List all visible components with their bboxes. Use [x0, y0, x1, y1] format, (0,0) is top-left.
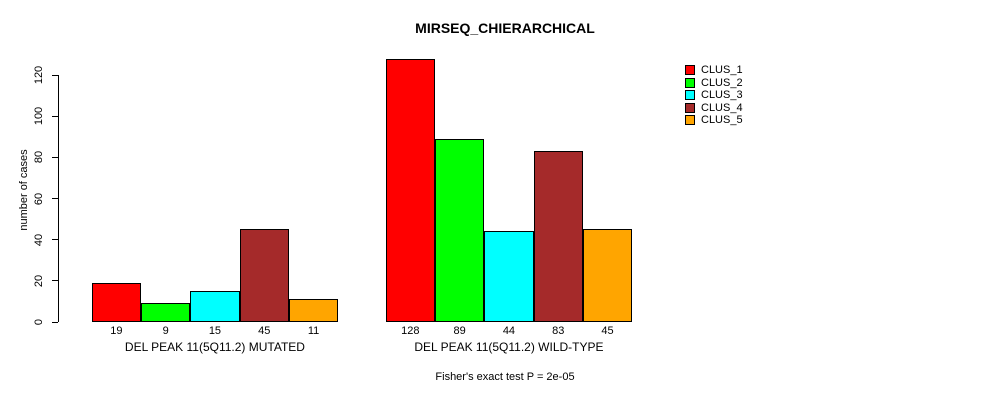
bar-clus_3-group1 — [190, 291, 240, 322]
bar-value-label: 15 — [208, 325, 222, 337]
bar-value-label: 9 — [162, 325, 169, 337]
y-tick-label: 100 — [33, 106, 45, 126]
y-tick-label: 0 — [33, 318, 45, 326]
legend-swatch — [685, 90, 695, 101]
bar-value-label: 89 — [453, 325, 466, 337]
legend-item-clus_5: CLUS_5 — [685, 114, 743, 127]
bar-value-label: 83 — [552, 325, 565, 337]
bar-clus_1-group1 — [91, 282, 141, 322]
y-tick-label: 40 — [33, 233, 45, 246]
y-tick-label: 20 — [33, 274, 45, 287]
fisher-test-annotation: Fisher's exact test P = 2e-05 — [435, 371, 575, 383]
bar-clus_4-group1 — [239, 229, 289, 322]
legend-label: CLUS_3 — [701, 89, 743, 102]
legend-label: CLUS_2 — [701, 76, 743, 89]
bar-value-label: 11 — [307, 325, 320, 337]
y-axis-label: number of cases — [18, 149, 30, 231]
y-tick-mark — [52, 280, 58, 282]
legend-swatch — [685, 65, 695, 76]
legend-label: CLUS_4 — [701, 101, 743, 114]
bar-value-label: 19 — [110, 325, 123, 337]
legend: CLUS_1 CLUS_2 CLUS_3 CLUS_4 CLUS_5 — [685, 64, 743, 127]
group-label-wild-type: DEL PEAK 11(5Q11.2) WILD-TYPE — [414, 340, 604, 354]
legend-swatch — [685, 77, 695, 88]
bar-value-label: 45 — [601, 325, 614, 337]
legend-label: CLUS_1 — [701, 64, 743, 77]
legend-swatch — [685, 102, 695, 113]
legend-item-clus_4: CLUS_4 — [685, 102, 743, 115]
y-tick-mark — [52, 198, 58, 199]
legend-item-clus_2: CLUS_2 — [685, 77, 743, 90]
chart-title: MIRSEQ_CHIERARCHICAL — [415, 20, 595, 36]
y-tick-mark — [52, 115, 58, 117]
legend-item-clus_3: CLUS_3 — [685, 89, 743, 102]
y-tick-mark — [52, 156, 58, 158]
bar-clus_2-group2 — [435, 138, 485, 322]
legend-item-clus_1: CLUS_1 — [685, 64, 743, 77]
bar-clus_5-group2 — [582, 229, 633, 322]
legend-label: CLUS_5 — [701, 114, 743, 127]
y-tick-label: 60 — [33, 192, 45, 205]
bar-value-label: 45 — [258, 325, 271, 337]
bar-clus_4-group2 — [533, 151, 583, 322]
y-tick-mark — [52, 74, 58, 76]
group-label-mutated: DEL PEAK 11(5Q11.2) MUTATED — [124, 340, 305, 354]
bar-clus_5-group1 — [288, 299, 339, 322]
y-axis-line — [58, 75, 59, 322]
bar-clus_3-group2 — [484, 231, 534, 322]
bar-value-label: 128 — [401, 325, 420, 337]
y-tick-mark — [52, 239, 58, 241]
y-tick-mark — [52, 321, 58, 323]
bar-clus_2-group1 — [141, 303, 191, 322]
legend-swatch — [685, 115, 695, 126]
bar-clus_1-group2 — [385, 58, 435, 322]
y-tick-label: 80 — [33, 151, 45, 164]
y-tick-label: 120 — [33, 65, 45, 85]
bar-value-label: 44 — [502, 325, 516, 337]
